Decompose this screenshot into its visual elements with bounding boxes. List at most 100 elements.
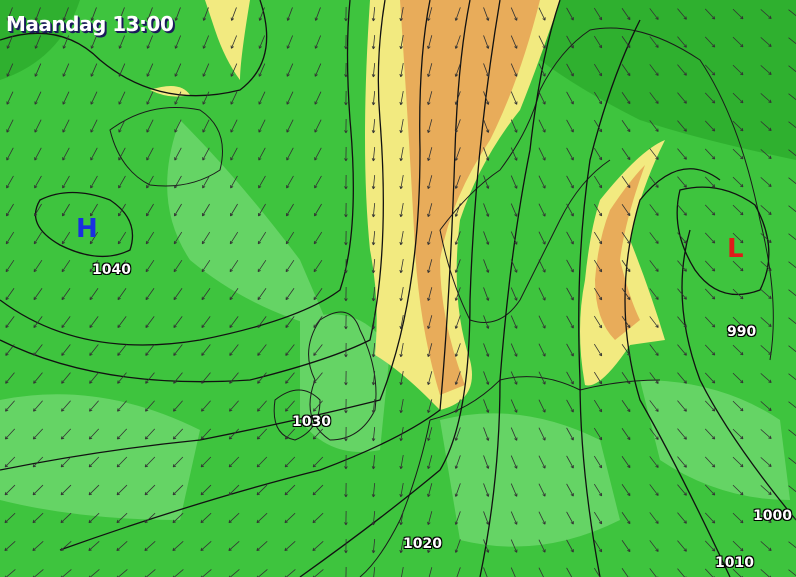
wind-arrow-icon [90,35,98,49]
wind-arrow-icon [483,63,490,77]
wind-arrow-icon [344,538,348,554]
wind-arrow-icon [32,484,44,496]
wind-arrow-icon [732,344,744,356]
wind-arrow-icon [371,90,376,106]
wind-arrow-icon [566,427,574,441]
wind-arrow-icon [371,314,376,330]
wind-arrow-icon [649,540,659,552]
wind-arrow-icon [5,288,15,301]
wind-arrow-icon [33,259,43,273]
wind-arrow-icon [788,513,796,521]
wind-arrow-icon [649,288,659,300]
wind-arrow-icon [566,315,574,329]
wind-arrow-icon [314,147,322,161]
wind-arrow-icon [60,428,72,440]
wind-arrow-icon [284,456,296,468]
wind-arrow-icon [89,344,99,356]
wind-arrow-icon [202,91,210,105]
wind-arrow-icon [371,146,376,162]
wind-arrow-icon [6,63,14,77]
wind-arrow-icon [314,203,322,217]
wind-arrow-icon [371,6,376,22]
wind-arrow-icon [704,8,716,20]
wind-arrow-icon [454,63,461,77]
wind-arrow-icon [566,343,574,357]
wind-arrow-icon [285,400,295,412]
wind-arrow-icon [344,230,348,246]
wind-arrow-icon [62,175,70,189]
wind-arrow-icon [313,316,323,328]
wind-arrow-icon [427,315,433,330]
wind-arrow-icon [483,371,490,385]
wind-arrow-icon [483,343,490,357]
wind-arrow-icon [704,120,716,132]
wind-arrow-icon [593,567,602,577]
wind-arrow-icon [344,90,348,106]
wind-arrow-icon [286,119,294,133]
wind-arrow-icon [117,259,127,273]
wind-arrow-icon [732,204,744,216]
wind-arrow-icon [371,538,376,554]
wind-arrow-icon [89,400,99,412]
wind-arrow-icon [230,7,237,21]
wind-arrow-icon [788,541,796,549]
wind-arrow-icon [344,6,348,22]
wind-arrow-icon [704,148,716,160]
wind-arrow-icon [257,259,267,273]
wind-arrow-icon [371,398,376,414]
wind-arrow-icon [32,456,44,468]
wind-arrow-icon [200,512,212,524]
coastlines [109,27,774,577]
wind-arrow-icon [566,175,574,189]
wind-arrow-icon [760,513,772,524]
wind-arrow-icon [649,64,659,76]
wind-arrow-icon [538,91,546,105]
wind-arrow-icon [538,35,546,49]
wind-arrow-icon [427,231,433,246]
wind-arrow-icon [371,258,376,274]
wind-arrow-icon [174,91,182,105]
wind-arrow-icon [90,91,98,105]
wind-arrow-icon [538,175,546,189]
wind-arrow-icon [649,8,659,20]
wind-arrow-icon [649,372,659,384]
wind-arrow-icon [344,146,348,162]
wind-arrow-icon [145,400,155,412]
wind-arrow-icon [538,231,546,245]
wind-arrow-icon [483,35,490,49]
wind-arrow-icon [677,148,687,160]
wind-arrow-icon [538,203,546,217]
wind-arrow-icon [510,371,518,385]
wind-arrow-icon [399,231,404,246]
wind-arrow-icon [173,231,183,245]
wind-arrow-icon [173,288,183,301]
wind-arrow-icon [228,541,240,552]
wind-arrow-icon [788,457,796,465]
wind-arrow-icon [483,399,490,413]
wind-arrow-icon [256,484,268,496]
wind-arrow-icon [62,7,69,21]
wind-arrow-icon [33,400,43,412]
wind-arrow-icon [144,456,156,468]
wind-arrow-icon [230,63,238,77]
wind-arrow-icon [284,512,296,524]
wind-arrow-icon [172,541,184,552]
wind-arrow-icon [172,569,184,577]
wind-arrow-icon [230,91,238,105]
wind-arrow-icon [399,259,404,274]
wind-arrow-icon [621,232,631,245]
wind-arrow-icon [118,35,126,49]
wind-arrow-icon [483,287,490,301]
wind-arrow-icon [732,512,744,524]
wind-arrow-icon [427,147,433,162]
wind-arrow-icon [284,484,296,496]
wind-arrow-icon [677,8,687,20]
wind-arrow-icon [788,345,796,353]
wind-arrow-icon [344,286,348,302]
wind-arrow-icon [312,484,324,496]
wind-arrow-icon [286,91,294,105]
wind-arrow-icon [538,483,546,497]
wind-arrow-icon [788,289,796,297]
wind-arrow-icon [313,344,323,356]
wind-arrow-icon [593,119,603,133]
